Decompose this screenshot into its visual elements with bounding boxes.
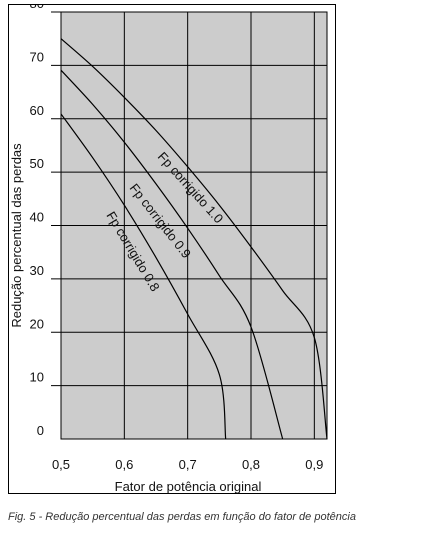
x-tick-label: 0,9 [305, 457, 323, 472]
figure-caption: Fig. 5 - Redução percentual das perdas e… [8, 511, 356, 523]
series-line [60, 38, 328, 440]
y-tick-label: 80 [30, 5, 44, 11]
power-factor-chart: Fp corrigido 1.0Fp corrigido 0.9Fp corri… [9, 5, 328, 493]
series-line [60, 113, 227, 440]
y-tick-label: 60 [30, 103, 44, 118]
y-axis-label: Redução percentual das perdas [9, 143, 24, 328]
y-tick-label: 20 [30, 316, 44, 331]
x-tick-label: 0,7 [179, 457, 197, 472]
y-tick-label: 50 [30, 156, 44, 171]
x-tick-label: 0,5 [52, 457, 70, 472]
y-tick-label: 0 [37, 423, 44, 438]
y-tick-label: 70 [30, 49, 44, 64]
x-tick-label: 0,6 [115, 457, 133, 472]
y-tick-label: 40 [30, 210, 44, 225]
x-tick-label: 0,8 [242, 457, 260, 472]
chart-frame: Fp corrigido 1.0 Fp corrigido 0.9 Fp corri… [8, 4, 336, 494]
y-tick-label: 30 [30, 263, 44, 278]
series-line [60, 69, 284, 440]
x-axis-label: Fator de potência original [115, 479, 262, 493]
y-tick-label: 10 [30, 370, 44, 385]
